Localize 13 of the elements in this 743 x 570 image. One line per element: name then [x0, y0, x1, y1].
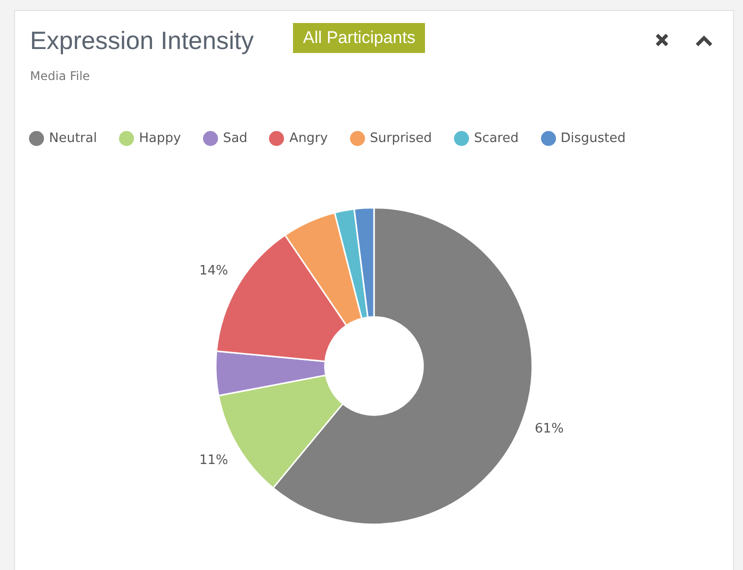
legend-label: Disgusted: [560, 131, 626, 146]
data-label: 11%: [199, 453, 228, 468]
legend-label: Scared: [472, 131, 519, 146]
data-label: 14%: [199, 264, 228, 279]
legend-label: Neutral: [48, 131, 97, 146]
legend-label: Sad: [222, 131, 248, 146]
legend-label: Surprised: [368, 131, 432, 146]
chart-subtitle: Media File: [30, 69, 90, 83]
data-label: 61%: [534, 421, 564, 436]
text: All Participants: [293, 23, 426, 53]
chart-title: Expression Intensity: [30, 27, 254, 56]
legend-label: Angry: [288, 131, 328, 146]
legend-label: Happy: [138, 131, 181, 146]
